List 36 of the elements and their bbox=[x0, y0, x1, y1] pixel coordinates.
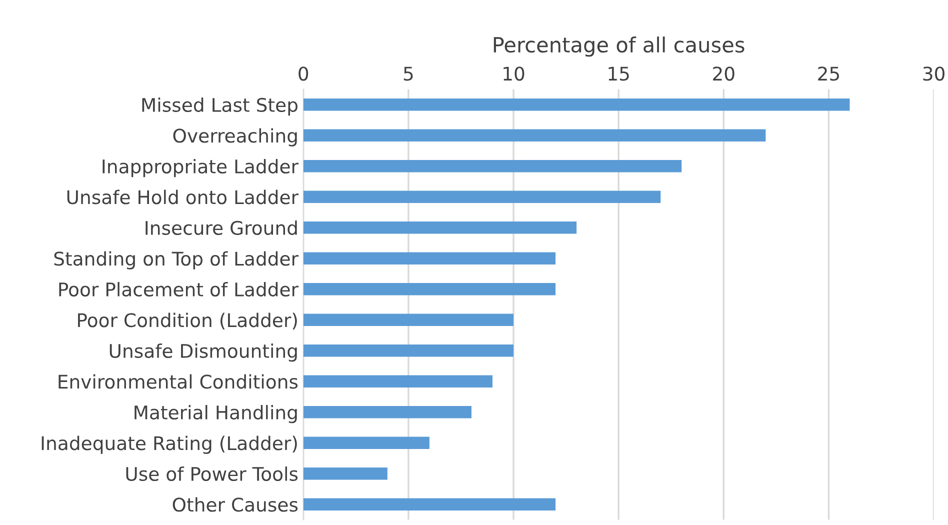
bar bbox=[303, 129, 766, 142]
y-tick-label: Poor Placement of Ladder bbox=[59, 282, 298, 297]
x-tick-label: 30 bbox=[923, 66, 944, 81]
x-tick-label: 5 bbox=[404, 66, 413, 81]
y-tick-label: Environmental Conditions bbox=[58, 374, 298, 389]
x-tick-label: 0 bbox=[298, 66, 308, 81]
x-tick-label: 20 bbox=[713, 66, 734, 81]
bar bbox=[303, 98, 850, 111]
bar bbox=[303, 190, 661, 204]
y-tick-label: Missed Last Step bbox=[142, 98, 298, 116]
x-axis-title: Percentage of all causes bbox=[494, 36, 744, 57]
y-tick-label: Other Causes bbox=[172, 497, 298, 512]
bar bbox=[303, 160, 682, 172]
bar bbox=[303, 221, 577, 234]
x-tick-label: 25 bbox=[818, 66, 839, 81]
y-tick-label: Unsafe Dismounting bbox=[110, 344, 297, 362]
y-tick-label: Use of Power Tools bbox=[126, 466, 298, 482]
y-tick-label: Overreaching bbox=[173, 128, 297, 146]
bar bbox=[303, 344, 514, 357]
x-tick-label: 15 bbox=[608, 66, 629, 81]
y-tick-label: Unsafe Hold onto Ladder bbox=[67, 190, 298, 204]
y-tick-label: Material Handling bbox=[134, 405, 297, 424]
y-tick-label: Standing on Top of Ladder bbox=[54, 251, 298, 270]
y-tick-label: Inappropriate Ladder bbox=[102, 159, 298, 178]
y-tick-label: Inadequate Rating (Ladder) bbox=[42, 436, 297, 454]
bar bbox=[303, 282, 556, 296]
x-tick-label: 10 bbox=[504, 66, 524, 81]
bar bbox=[303, 252, 556, 265]
bar bbox=[303, 406, 472, 418]
bar bbox=[303, 314, 514, 326]
bar bbox=[303, 498, 556, 511]
bar bbox=[303, 375, 492, 388]
y-tick-label: Insecure Ground bbox=[146, 220, 297, 236]
y-tick-label: Poor Condition (Ladder) bbox=[78, 312, 297, 330]
bar bbox=[303, 467, 388, 480]
bar bbox=[303, 436, 430, 450]
